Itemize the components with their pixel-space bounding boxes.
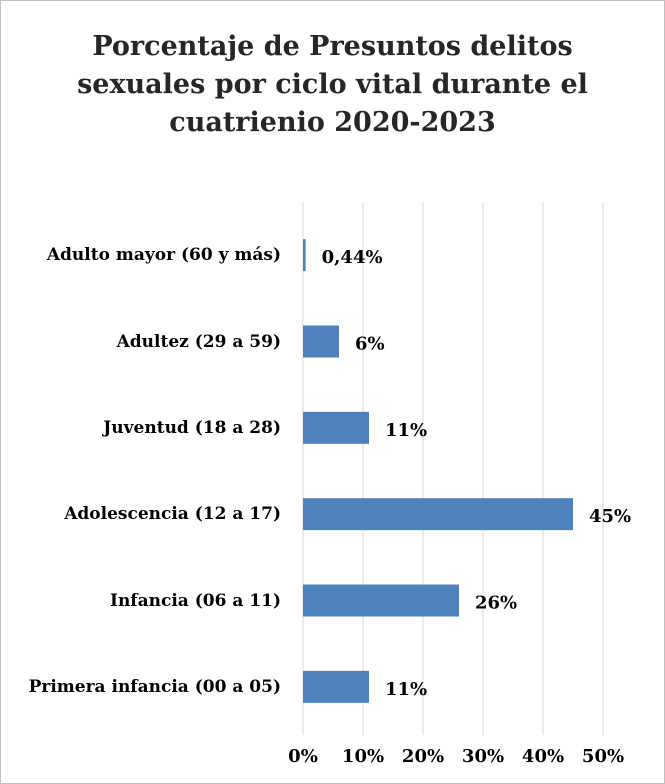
bar [303, 670, 369, 703]
x-tick-label: 30% [462, 746, 504, 767]
x-tick-label: 20% [402, 746, 444, 767]
x-tick-label: 50% [582, 746, 624, 767]
bar [303, 498, 573, 531]
value-label: 11% [385, 420, 427, 441]
x-tick-label: 0% [288, 746, 318, 767]
bar [303, 239, 306, 272]
y-tick-label: Adolescencia (12 a 17) [64, 504, 281, 525]
y-tick-label: Primera infancia (00 a 05) [28, 676, 281, 697]
value-label: 6% [355, 334, 385, 355]
value-label: 0,44% [322, 247, 383, 268]
value-label: 45% [589, 506, 631, 527]
bar [303, 325, 339, 358]
x-tick-label: 10% [342, 746, 384, 767]
y-tick-label: Infancia (06 a 11) [110, 590, 281, 611]
bar [303, 411, 369, 444]
y-tick-label: Juventud (18 a 28) [103, 417, 281, 438]
x-tick-label: 40% [522, 746, 564, 767]
value-label: 26% [475, 593, 517, 614]
bar [303, 584, 459, 617]
y-tick-label: Adulto mayor (60 y más) [46, 245, 281, 266]
y-tick-label: Adultez (29 a 59) [116, 331, 281, 352]
chart-title: Porcentaje de Presuntos delitos sexuales… [77, 31, 588, 138]
value-label: 11% [385, 679, 427, 700]
